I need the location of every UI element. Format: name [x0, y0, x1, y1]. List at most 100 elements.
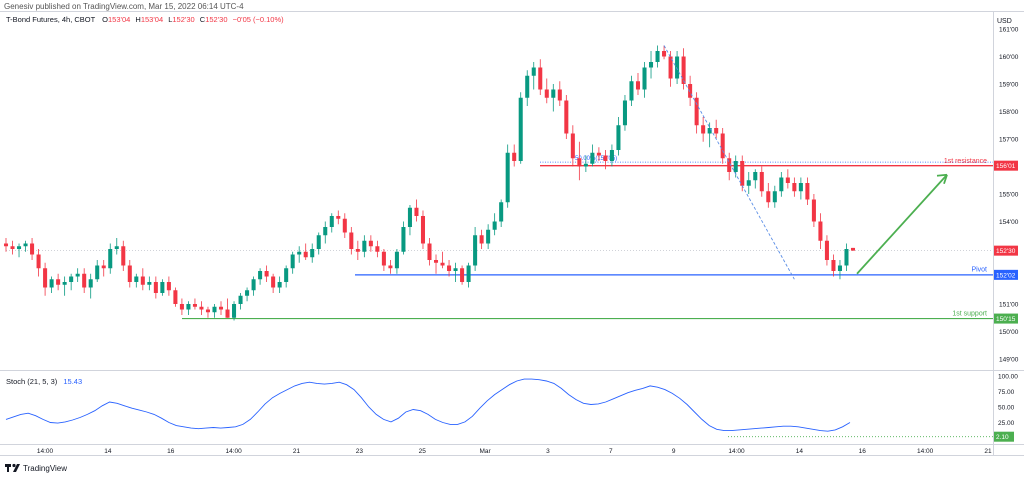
- close-value: 152'30: [205, 15, 227, 24]
- candle-body: [466, 265, 471, 282]
- tradingview-logo[interactable]: TradingView: [5, 463, 67, 473]
- price-tick-label: 151'00: [999, 302, 1019, 309]
- candle-body: [290, 254, 295, 269]
- candle-body: [766, 191, 771, 203]
- candle-body: [681, 56, 686, 84]
- candle-body: [264, 271, 269, 277]
- currency-label: USD: [997, 18, 1012, 25]
- candle-body: [427, 243, 432, 260]
- change-value: −0'05 (−0.10%): [233, 15, 285, 24]
- resistance-price-badge-bg: [994, 160, 1018, 171]
- time-tick-label: 14:00: [728, 448, 745, 455]
- candle-body: [10, 246, 15, 249]
- stoch-tick-label: 100.00: [998, 374, 1018, 381]
- open-value: 153'04: [108, 15, 130, 24]
- candle-body: [362, 240, 367, 252]
- candle-body: [622, 100, 627, 126]
- candle-body: [277, 282, 282, 288]
- candle-body: [414, 207, 419, 216]
- candle-body: [245, 290, 250, 296]
- candle-body: [538, 67, 543, 90]
- candle-body: [368, 240, 373, 247]
- candle-body: [531, 67, 536, 76]
- candle-body: [342, 218, 347, 233]
- candle-body: [36, 254, 41, 269]
- candle-body: [75, 273, 80, 277]
- candle-body: [694, 97, 699, 126]
- candle-body: [62, 282, 67, 285]
- candle-body: [473, 235, 478, 266]
- pivot-price-badge: 152'02: [996, 272, 1016, 279]
- fib-level-label: 50.00%(156'05): [575, 156, 617, 162]
- candle-body: [805, 183, 810, 200]
- candle-body: [121, 246, 126, 266]
- candle-body: [759, 172, 764, 192]
- candle-body: [525, 75, 530, 98]
- candle-body: [831, 260, 836, 271]
- price-tick-label: 155'00: [999, 192, 1019, 199]
- candle-body: [355, 249, 360, 252]
- candle-body: [746, 180, 751, 186]
- candle-body: [329, 216, 334, 227]
- time-tick-label: 14:00: [37, 448, 54, 455]
- candle-body: [798, 183, 803, 192]
- price-tick-label: 154'00: [999, 219, 1019, 226]
- candle-body: [518, 97, 523, 161]
- last-price-badge: 152'30: [996, 248, 1016, 255]
- time-tick-label: 16: [167, 448, 175, 455]
- candle-body: [668, 56, 673, 79]
- stoch-tick-label: 75.00: [998, 389, 1015, 396]
- time-tick-label: 9: [672, 448, 676, 455]
- close-label: C: [200, 15, 206, 24]
- time-tick-label: 16: [859, 448, 867, 455]
- price-tick-label: 160'00: [999, 54, 1019, 61]
- candle-body: [114, 246, 119, 249]
- candle-body: [258, 271, 263, 280]
- support-price-badge-bg: [994, 313, 1018, 324]
- time-tick-label: 14:00: [225, 448, 242, 455]
- candle-body: [570, 133, 575, 159]
- candle-body: [779, 177, 784, 192]
- candle-body: [336, 216, 341, 219]
- candle-body: [453, 268, 458, 271]
- support-price-badge: 150'15: [996, 316, 1016, 323]
- candle-body: [23, 243, 28, 247]
- candle-body: [401, 227, 406, 252]
- candle-body: [381, 251, 386, 266]
- price-tick-label: 161'00: [999, 27, 1019, 34]
- candle-body: [303, 251, 308, 258]
- candle-body: [824, 240, 829, 260]
- publish-info: Genesiv published on TradingView.com, Ma…: [4, 2, 244, 11]
- candle-body: [714, 128, 719, 134]
- candle-body: [727, 158, 732, 172]
- high-label: H: [135, 15, 140, 24]
- stoch-tick-label: 25.00: [998, 420, 1015, 427]
- candle-body: [388, 265, 393, 269]
- candle-body: [43, 268, 48, 288]
- legend-bar: T-Bond Futures, 4h, CBOT O153'04 H153'04…: [6, 15, 284, 24]
- candle-body: [792, 183, 797, 192]
- candle-body: [492, 221, 497, 230]
- candle-body: [733, 161, 738, 172]
- time-tick-label: 14: [104, 448, 112, 455]
- stoch-badge-bg: [994, 431, 1014, 442]
- candle-body: [407, 207, 412, 227]
- candle-body: [69, 276, 74, 282]
- candle-body: [218, 306, 224, 310]
- candle-body: [186, 304, 191, 310]
- candle-body: [179, 304, 184, 310]
- price-tick-label: 149'00: [999, 357, 1019, 364]
- candle-body: [349, 232, 354, 249]
- candles-group: [3, 45, 856, 321]
- candle-body: [499, 202, 504, 222]
- open-label: O: [102, 15, 108, 24]
- stoch-value: 15.43: [63, 377, 82, 386]
- candle-body: [844, 249, 849, 266]
- candle-body: [590, 152, 595, 164]
- time-tick-label: 3: [546, 448, 550, 455]
- high-value: 153'04: [141, 15, 163, 24]
- candle-body: [577, 158, 582, 167]
- candle-body: [440, 262, 445, 266]
- candle-body: [166, 282, 171, 291]
